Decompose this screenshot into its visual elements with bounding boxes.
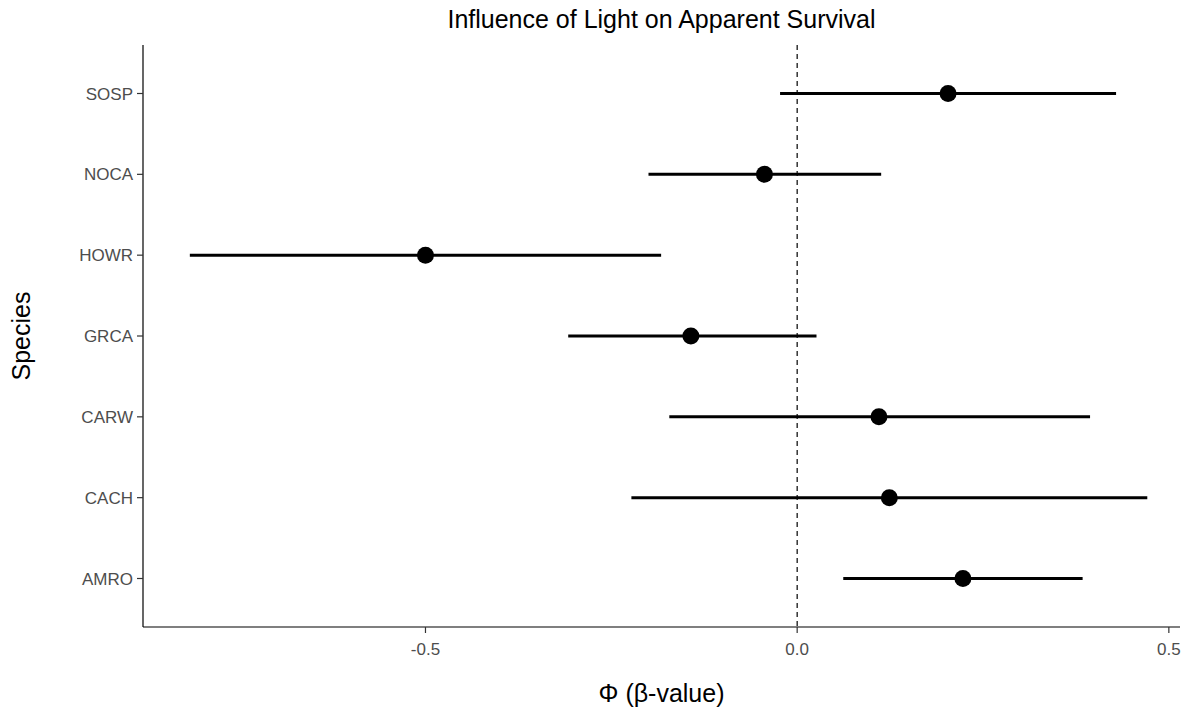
x-tick xyxy=(797,627,798,633)
x-axis-label: Φ (β-value) xyxy=(598,679,724,707)
y-tick-label: GRCA xyxy=(84,327,134,346)
y-tick xyxy=(137,578,143,579)
point xyxy=(756,166,773,183)
chart: Influence of Light on Apparent Survival Φ… xyxy=(0,0,1200,718)
x-tick-label: 0.5 xyxy=(1157,640,1181,659)
y-tick xyxy=(137,93,143,94)
y-tick xyxy=(137,416,143,417)
x-tick-label: 0.0 xyxy=(785,640,809,659)
y-tick-label: SOSP xyxy=(86,85,133,104)
y-tick-label: CARW xyxy=(81,408,133,427)
y-tick-label: NOCA xyxy=(84,165,134,184)
point xyxy=(954,570,971,587)
y-axis-label: Species xyxy=(7,292,35,381)
y-tick xyxy=(137,497,143,498)
x-tick-label: -0.5 xyxy=(411,640,440,659)
y-tick xyxy=(137,335,143,336)
point xyxy=(417,247,434,264)
x-tick xyxy=(425,627,426,633)
title: Influence of Light on Apparent Survival xyxy=(447,5,875,33)
y-tick-label: HOWR xyxy=(79,246,133,265)
y-tick-label: AMRO xyxy=(82,570,133,589)
point xyxy=(940,85,957,102)
point xyxy=(881,489,898,506)
point xyxy=(682,328,699,345)
x-axis-line xyxy=(143,626,1180,627)
point xyxy=(870,408,887,425)
y-tick-label: CACH xyxy=(85,489,133,508)
x-tick xyxy=(1168,627,1169,633)
y-tick xyxy=(137,255,143,256)
plot-area xyxy=(190,45,1147,627)
y-tick xyxy=(137,174,143,175)
